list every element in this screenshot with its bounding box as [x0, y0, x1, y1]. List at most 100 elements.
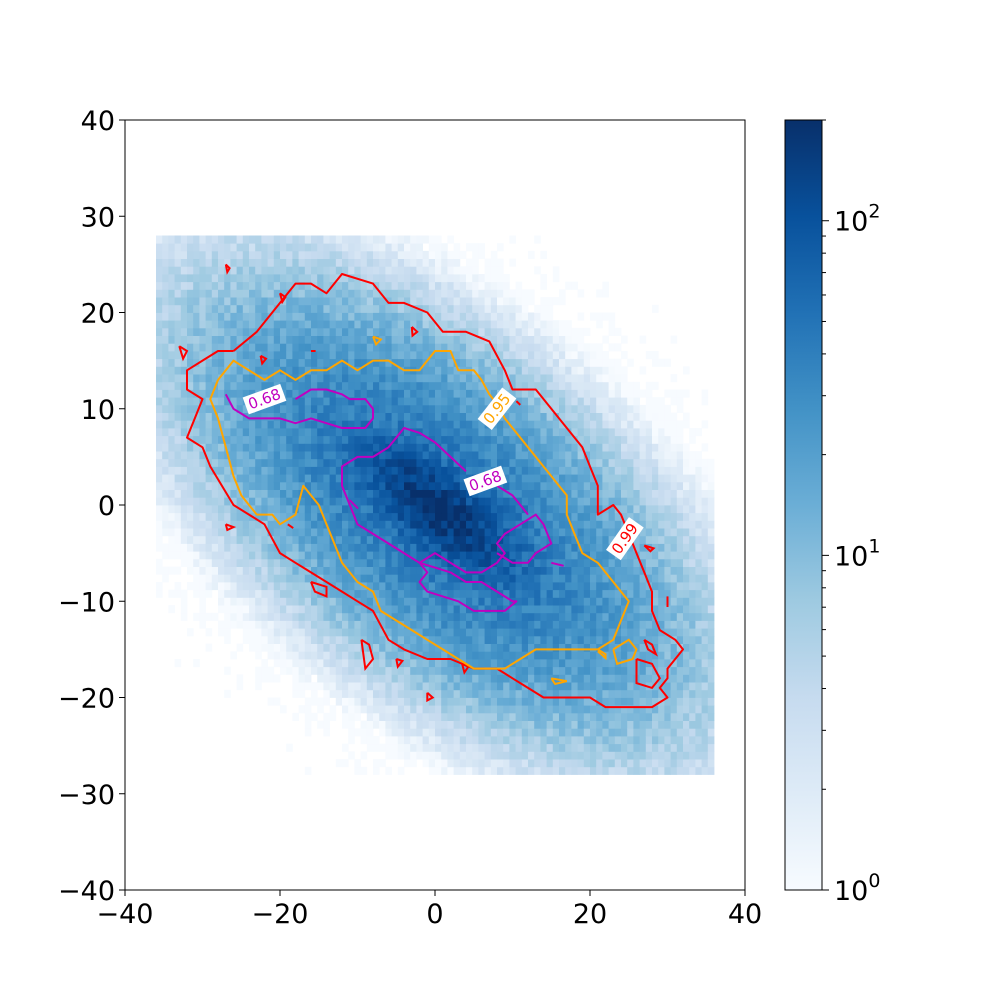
heatmap-cell — [242, 535, 250, 544]
heatmap-cell — [509, 404, 516, 413]
heatmap-cell — [224, 312, 231, 321]
heatmap-cell — [652, 466, 659, 475]
heatmap-cell — [490, 766, 498, 775]
heatmap-cell — [614, 451, 622, 460]
heatmap-cell — [590, 743, 597, 752]
heatmap-cell — [335, 512, 343, 521]
heatmap-cell — [292, 312, 299, 321]
heatmap-cell — [453, 674, 461, 683]
heatmap-cell — [379, 451, 386, 460]
heatmap-cell — [329, 712, 337, 721]
heatmap-cell — [261, 528, 268, 537]
heatmap-cell — [261, 327, 268, 336]
heatmap-cell — [385, 682, 392, 691]
heatmap-cell — [267, 289, 275, 298]
heatmap-cell — [360, 558, 368, 567]
heatmap-cell — [608, 397, 616, 406]
heatmap-cell — [509, 420, 516, 429]
heatmap-cell — [645, 443, 653, 452]
heatmap-cell — [360, 289, 368, 298]
heatmap-cell — [441, 520, 448, 529]
heatmap-cell — [311, 712, 318, 721]
heatmap-cell — [156, 466, 163, 475]
heatmap-cell — [273, 297, 281, 306]
heatmap-cell — [546, 728, 554, 737]
heatmap-cell — [447, 289, 454, 298]
heatmap-cell — [441, 512, 448, 521]
heatmap-cell — [360, 635, 368, 644]
heatmap-cell — [658, 451, 665, 460]
heatmap-cell — [416, 250, 423, 259]
heatmap-cell — [459, 389, 467, 398]
heatmap-cell — [559, 659, 566, 668]
heatmap-cell — [267, 697, 275, 706]
heatmap-cell — [478, 289, 485, 298]
heatmap-cell — [404, 451, 411, 460]
heatmap-cell — [441, 612, 448, 621]
heatmap-cell — [162, 312, 169, 321]
heatmap-cell — [565, 358, 572, 367]
heatmap-cell — [323, 243, 330, 252]
heatmap-cell — [366, 743, 374, 752]
heatmap-cell — [230, 582, 237, 591]
heatmap-cell — [236, 312, 244, 321]
heatmap-cell — [621, 474, 628, 483]
heatmap-cell — [267, 374, 275, 383]
heatmap-cell — [577, 458, 585, 467]
heatmap-cell — [571, 343, 578, 352]
heatmap-cell — [373, 682, 380, 691]
heatmap-cell — [627, 381, 634, 390]
heatmap-cell — [534, 535, 541, 544]
heatmap-cell — [410, 374, 417, 383]
heatmap-cell — [211, 574, 219, 583]
heatmap-cell — [162, 428, 169, 437]
heatmap-cell — [521, 420, 529, 429]
heatmap-cell — [379, 558, 386, 567]
heatmap-cell — [180, 374, 188, 383]
heatmap-cell — [410, 720, 417, 729]
heatmap-cell — [224, 258, 231, 267]
heatmap-cell — [528, 320, 535, 329]
heatmap-cell — [366, 404, 374, 413]
heatmap-cell — [608, 481, 616, 490]
heatmap-cell — [304, 404, 312, 413]
heatmap-cell — [534, 474, 541, 483]
heatmap-cell — [193, 443, 200, 452]
heatmap-cell — [583, 420, 591, 429]
heatmap-cell — [490, 551, 498, 560]
heatmap-cell — [633, 381, 640, 390]
heatmap-cell — [404, 428, 411, 437]
heatmap-cell — [602, 520, 609, 529]
heatmap-cell — [472, 528, 479, 537]
heatmap-cell — [422, 497, 430, 506]
heatmap-cell — [205, 312, 213, 321]
heatmap-cell — [435, 582, 442, 591]
heatmap-cell — [342, 335, 349, 344]
heatmap-cell — [323, 543, 330, 552]
heatmap-cell — [329, 558, 337, 567]
heatmap-cell — [627, 443, 634, 452]
heatmap-cell — [552, 720, 560, 729]
heatmap-cell — [621, 635, 628, 644]
heatmap-cell — [435, 304, 442, 313]
heatmap-cell — [267, 481, 275, 490]
heatmap-cell — [366, 582, 374, 591]
heatmap-cell — [472, 728, 479, 737]
heatmap-cell — [249, 266, 256, 275]
heatmap-cell — [577, 374, 585, 383]
heatmap-cell — [664, 659, 671, 668]
heatmap-cell — [187, 412, 194, 421]
heatmap-cell — [565, 551, 572, 560]
heatmap-cell — [156, 374, 163, 383]
heatmap-cell — [441, 489, 448, 498]
heatmap-cell — [472, 297, 479, 306]
heatmap-cell — [311, 481, 318, 490]
heatmap-cell — [205, 489, 213, 498]
heatmap-cell — [366, 520, 374, 529]
heatmap-cell — [193, 351, 200, 360]
heatmap-cell — [453, 682, 461, 691]
heatmap-cell — [552, 420, 560, 429]
heatmap-cell — [267, 235, 275, 244]
heatmap-cell — [583, 397, 591, 406]
heatmap-cell — [528, 358, 535, 367]
